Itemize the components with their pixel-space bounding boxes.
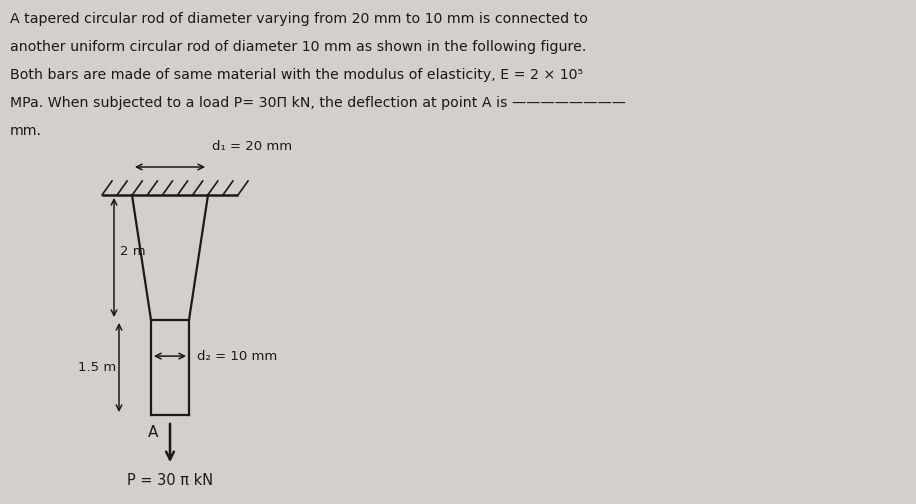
- Text: another uniform circular rod of diameter 10 mm as shown in the following figure.: another uniform circular rod of diameter…: [10, 40, 586, 54]
- Text: A tapered circular rod of diameter varying from 20 mm to 10 mm is connected to: A tapered circular rod of diameter varyi…: [10, 12, 588, 26]
- Text: d₂ = 10 mm: d₂ = 10 mm: [197, 350, 278, 362]
- Text: 2 m: 2 m: [120, 245, 146, 258]
- Text: Both bars are made of same material with the modulus of elasticity, E = 2 × 10⁵: Both bars are made of same material with…: [10, 68, 583, 82]
- Text: d₁ = 20 mm: d₁ = 20 mm: [212, 140, 292, 153]
- Text: 1.5 m: 1.5 m: [78, 361, 116, 374]
- Text: MPa. When subjected to a load P= 30Π kN, the deflection at point A is ————————: MPa. When subjected to a load P= 30Π kN,…: [10, 96, 626, 110]
- Text: P = 30 π kN: P = 30 π kN: [127, 473, 213, 488]
- Text: A: A: [147, 425, 158, 440]
- Text: mm.: mm.: [10, 124, 42, 138]
